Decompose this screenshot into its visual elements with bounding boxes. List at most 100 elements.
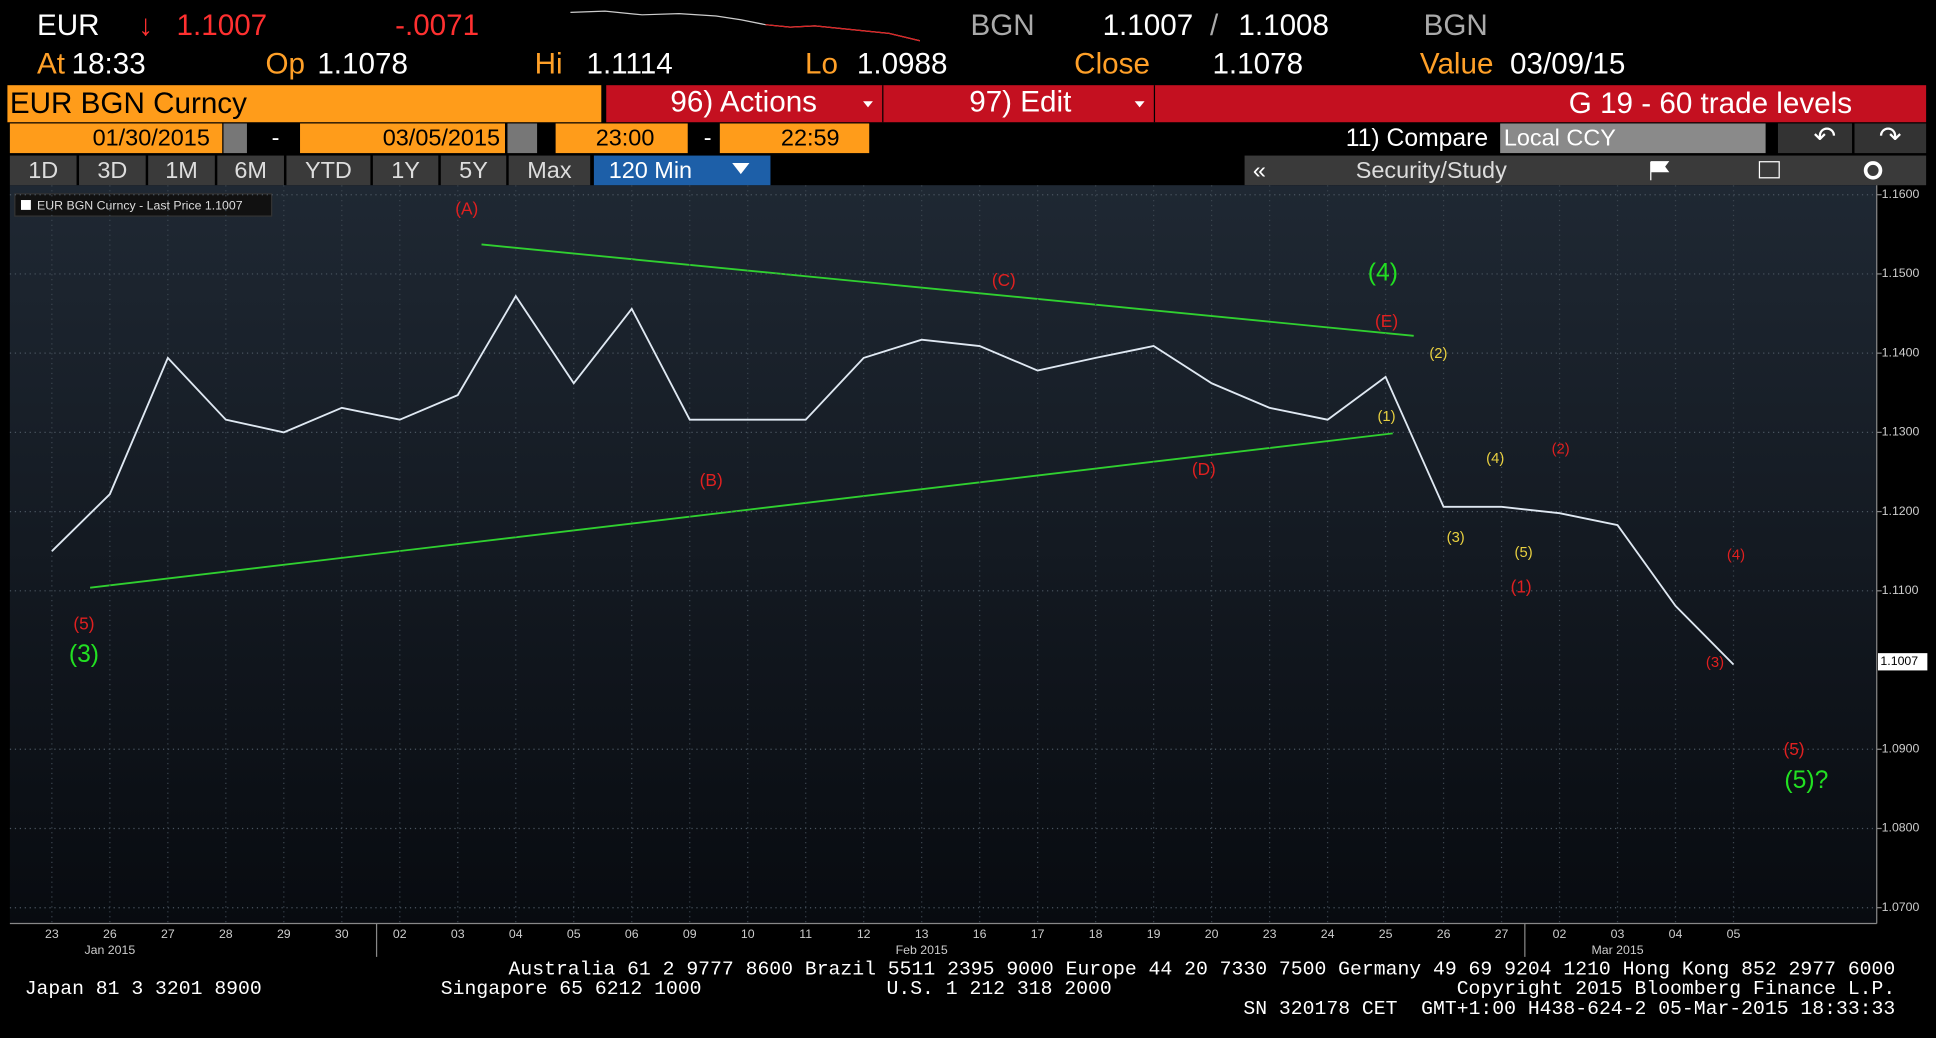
y-tick-label: 1.1400 bbox=[1882, 345, 1920, 359]
x-tick-label: 25 bbox=[1379, 927, 1393, 941]
x-month-label: Feb 2015 bbox=[896, 943, 948, 957]
wave-label: (A) bbox=[455, 198, 478, 218]
ask: 1.1008 bbox=[1238, 9, 1329, 42]
start-time: 23:00 bbox=[596, 125, 655, 151]
wave-label: (4) bbox=[1368, 260, 1398, 287]
currency: BGN bbox=[970, 9, 1034, 42]
x-tick-label: 03 bbox=[451, 927, 465, 941]
period-button[interactable] bbox=[9, 155, 77, 186]
high: 1.1114 bbox=[586, 47, 672, 80]
wave-label: (4) bbox=[1486, 451, 1504, 467]
wave-label: (3) bbox=[69, 641, 99, 668]
function-title: G 19 - 60 trade levels bbox=[1569, 87, 1852, 120]
x-tick-label: 24 bbox=[1321, 927, 1335, 941]
wave-label: (3) bbox=[1447, 530, 1465, 546]
actions-menu: 96) Actions bbox=[670, 86, 817, 119]
period-label: 1D bbox=[28, 157, 58, 183]
last-price: 1.1007 bbox=[177, 9, 268, 42]
undo-button[interactable] bbox=[1777, 123, 1853, 154]
x-tick-label: 10 bbox=[741, 927, 755, 941]
x-tick-label: 09 bbox=[683, 927, 697, 941]
wave-label: (2) bbox=[1429, 346, 1447, 362]
period-label: 6M bbox=[234, 157, 267, 183]
y-tick-label: 1.1200 bbox=[1882, 504, 1920, 518]
field-label: Value bbox=[1420, 47, 1494, 80]
currency-value: Local CCY bbox=[1504, 125, 1616, 151]
wave-label: (3) bbox=[1706, 655, 1724, 671]
price-line bbox=[51, 294, 1735, 666]
y-tick-label: 1.0800 bbox=[1882, 821, 1920, 835]
y-tick-label: 1.1600 bbox=[1882, 187, 1920, 201]
period-label: 5Y bbox=[459, 157, 488, 183]
redo-icon: ↷ bbox=[1879, 120, 1902, 151]
period-button[interactable] bbox=[286, 155, 371, 186]
start-time-field[interactable] bbox=[555, 123, 688, 154]
settings-icon[interactable] bbox=[1863, 161, 1883, 180]
security-field[interactable] bbox=[7, 85, 602, 123]
field-label: Lo bbox=[805, 47, 838, 80]
end-date-field[interactable] bbox=[300, 123, 505, 154]
wave-label: (E) bbox=[1375, 311, 1398, 331]
currency-field[interactable] bbox=[1500, 123, 1766, 154]
period-label: YTD bbox=[305, 157, 352, 183]
wave-label: (B) bbox=[700, 470, 723, 490]
period-button[interactable] bbox=[508, 155, 591, 186]
edit-icon[interactable] bbox=[1758, 161, 1780, 179]
separator-text: / bbox=[1210, 9, 1219, 42]
low: 1.0988 bbox=[857, 47, 948, 80]
calendar-icon[interactable] bbox=[507, 123, 538, 154]
edit-menu: 97) Edit bbox=[969, 86, 1072, 119]
x-tick-label: 12 bbox=[857, 927, 871, 941]
wave-label: (5) bbox=[73, 613, 94, 633]
period-button[interactable] bbox=[79, 155, 146, 186]
wave-label: (2) bbox=[1552, 441, 1570, 457]
compare-button: 11) Compare bbox=[1346, 125, 1488, 152]
flag-icon[interactable] bbox=[1650, 161, 1670, 181]
footer-text: Copyright 2015 Bloomberg Finance L.P. bbox=[1457, 978, 1896, 1000]
x-tick-label: 19 bbox=[1147, 927, 1161, 941]
period-button[interactable] bbox=[372, 155, 439, 186]
period-button[interactable] bbox=[148, 155, 215, 186]
legend-entry: EUR BGN Curncy - Last Price 1.1007 bbox=[37, 198, 243, 212]
end-time-field[interactable] bbox=[719, 123, 870, 154]
x-tick-label: 11 bbox=[799, 927, 812, 941]
legend-box bbox=[14, 193, 273, 217]
x-tick-label: 28 bbox=[219, 927, 233, 941]
wave-label: (D) bbox=[1192, 459, 1216, 479]
field-label: Op bbox=[265, 47, 305, 80]
field-label: Close bbox=[1074, 47, 1150, 80]
period-button[interactable] bbox=[440, 155, 507, 186]
legend-swatch bbox=[20, 200, 31, 210]
interval-label: 120 Min bbox=[609, 157, 692, 183]
x-tick-label: 04 bbox=[1669, 927, 1683, 941]
y-tick-label: 1.0900 bbox=[1882, 742, 1920, 756]
x-tick-label: 29 bbox=[277, 927, 291, 941]
dropdown-arrow bbox=[732, 162, 750, 175]
end-date: 03/05/2015 bbox=[383, 125, 500, 151]
x-tick-label: 20 bbox=[1205, 927, 1219, 941]
x-tick-label: 05 bbox=[1727, 927, 1741, 941]
collapse-button: « bbox=[1253, 157, 1266, 183]
trend-line bbox=[481, 243, 1414, 337]
x-tick-label: 27 bbox=[1495, 927, 1509, 941]
y-tick-label: 1.1500 bbox=[1882, 266, 1920, 280]
wave-label: (5) bbox=[1515, 545, 1533, 561]
x-month-label: Jan 2015 bbox=[84, 943, 135, 957]
plot-area bbox=[9, 185, 1877, 924]
x-tick-label: 23 bbox=[45, 927, 59, 941]
calendar-icon[interactable] bbox=[223, 123, 247, 154]
start-date-field[interactable] bbox=[9, 123, 223, 154]
x-tick-label: 30 bbox=[335, 927, 349, 941]
x-tick-label: 03 bbox=[1611, 927, 1625, 941]
study-button: Security/Study bbox=[1356, 157, 1507, 183]
action-bar bbox=[606, 85, 1927, 123]
close: 1.1078 bbox=[1212, 47, 1303, 80]
redo-button[interactable] bbox=[1854, 123, 1927, 154]
period-button[interactable] bbox=[217, 155, 284, 186]
x-tick-label: 16 bbox=[973, 927, 987, 941]
wave-label: (4) bbox=[1727, 548, 1745, 564]
footer-text: SN 320178 CET GMT+1:00 H438-624-2 05-Mar… bbox=[1243, 998, 1895, 1020]
x-tick-label: 26 bbox=[103, 927, 117, 941]
x-month-label: Mar 2015 bbox=[1591, 943, 1643, 957]
wave-label: (1) bbox=[1511, 576, 1532, 596]
